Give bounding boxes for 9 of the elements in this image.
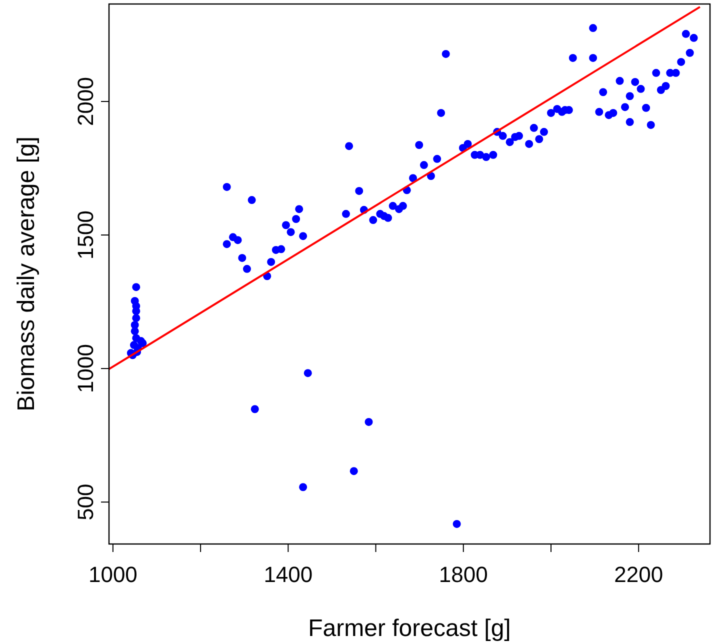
x-tick-label: 2200 — [614, 562, 664, 587]
y-axis-title: Biomass daily average [g] — [13, 136, 40, 412]
x-tick-label: 1800 — [438, 562, 488, 587]
x-tick-label: 1400 — [264, 562, 313, 587]
x-axis-title: Farmer forecast [g] — [308, 615, 511, 642]
y-tick-label: 1500 — [73, 210, 98, 260]
y-tick-label: 1000 — [73, 344, 98, 394]
y-tick-label: 2000 — [73, 77, 98, 126]
y-tick-label: 500 — [73, 484, 98, 520]
